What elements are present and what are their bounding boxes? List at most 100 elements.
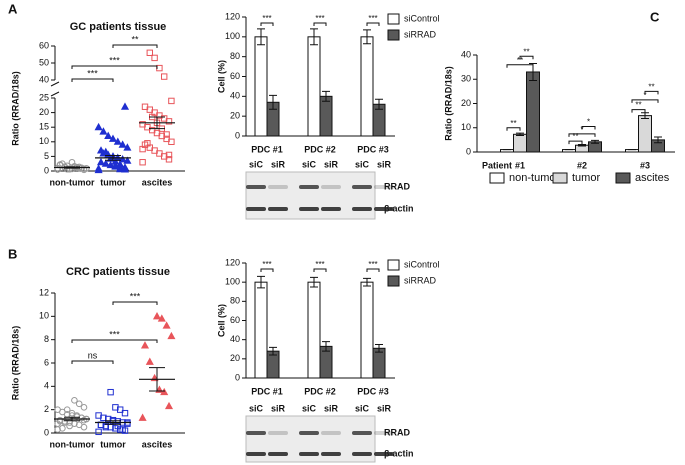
- blot-row-label: RRAD: [384, 181, 410, 191]
- legend-label: non-tumor: [509, 172, 559, 184]
- point: [107, 388, 114, 396]
- significance-bracket: [568, 140, 583, 145]
- error-bar: [310, 28, 318, 46]
- point: [164, 401, 174, 410]
- bar: [254, 281, 268, 379]
- legend-label: ascites: [635, 172, 670, 184]
- significance-bracket: [581, 126, 596, 130]
- blot-band: [321, 431, 341, 435]
- point: [156, 64, 163, 72]
- lane-label: siC: [249, 403, 264, 413]
- significance-bracket: [313, 268, 327, 272]
- lane-label: siR: [377, 403, 392, 413]
- bar: [319, 95, 333, 137]
- sem-bar: [149, 116, 165, 130]
- point: [95, 412, 102, 419]
- chart-title: CRC patients tissue: [66, 266, 170, 278]
- point: [75, 400, 83, 408]
- error-bar: [322, 90, 330, 102]
- y-tick-label: 100: [225, 277, 240, 287]
- blot-image: [245, 171, 376, 220]
- point: [54, 406, 61, 413]
- y-axis-label: Ratio (RRAD/18s): [10, 326, 20, 401]
- y-tick-label: 20: [230, 353, 240, 363]
- legend-swatch: [489, 172, 505, 184]
- y-tick-label: 120: [225, 257, 240, 267]
- point: [139, 121, 146, 128]
- significance-bracket: [71, 65, 158, 69]
- lane-label: siR: [271, 159, 286, 169]
- x-tick-label: PDC #1: [251, 144, 283, 154]
- legend-swatch: [552, 172, 568, 184]
- lane-label: siC: [355, 159, 370, 169]
- y-tick-label: 40: [461, 49, 471, 59]
- significance-bracket: [71, 339, 158, 343]
- point: [59, 425, 66, 432]
- point: [140, 341, 150, 349]
- blot-band: [246, 431, 266, 435]
- error-bar: [591, 139, 599, 144]
- bar: [360, 36, 374, 137]
- significance-label: **: [523, 47, 529, 56]
- blot-band: [246, 207, 266, 211]
- point: [66, 419, 73, 426]
- y-tick-label: 25: [39, 92, 49, 102]
- significance-label: ***: [109, 329, 120, 339]
- point: [119, 426, 126, 433]
- x-tick-label: PDC #3: [357, 144, 389, 154]
- significance-bracket: [71, 360, 114, 364]
- y-tick-label: 20: [230, 111, 240, 121]
- significance-label: ***: [130, 291, 141, 301]
- blot-band: [321, 207, 341, 211]
- bar: [360, 281, 374, 379]
- x-axis-label: Patient: [482, 160, 512, 170]
- lane-label: siR: [324, 159, 339, 169]
- blot-band: [374, 431, 394, 435]
- blot-band: [352, 207, 372, 211]
- significance-label: ***: [87, 68, 98, 78]
- significance-label: ***: [368, 14, 377, 23]
- point: [162, 321, 171, 329]
- axis-break: [50, 81, 60, 87]
- significance-bracket: [631, 109, 646, 113]
- lane-label: siC: [302, 159, 317, 169]
- lane-label: siC: [249, 159, 264, 169]
- y-tick-label: 40: [230, 91, 240, 101]
- blot-band: [268, 431, 288, 435]
- y-tick-label: 80: [230, 51, 240, 61]
- significance-bracket: [631, 99, 659, 103]
- error-bar: [363, 29, 371, 45]
- point: [146, 49, 154, 56]
- y-axis-label: Ratio (RRAD/18s): [443, 66, 453, 141]
- significance-bracket: [313, 22, 327, 26]
- error-bar: [375, 343, 383, 353]
- y-tick-label: 30: [461, 74, 471, 84]
- point: [163, 131, 170, 138]
- y-tick-label: 60: [230, 71, 240, 81]
- error-bar: [363, 277, 371, 287]
- error-bar: [257, 28, 265, 46]
- significance-bracket: [519, 55, 534, 60]
- point: [139, 145, 146, 153]
- x-tick-label: tumor: [100, 439, 126, 449]
- point: [141, 103, 149, 110]
- blot-band: [268, 207, 288, 211]
- significance-label: ***: [262, 260, 271, 269]
- point: [94, 164, 103, 172]
- y-axis-label: Ratio (RRAD/18s): [10, 71, 20, 146]
- significance-label: ***: [315, 14, 324, 23]
- sem-bar: [105, 420, 121, 425]
- point: [121, 409, 129, 417]
- bar: [254, 36, 268, 137]
- point: [112, 404, 119, 411]
- x-tick-label: PDC #3: [357, 386, 389, 396]
- error-bar: [310, 276, 318, 288]
- significance-label: ***: [368, 260, 377, 269]
- point: [144, 140, 151, 147]
- significance-label: *: [587, 118, 590, 127]
- y-tick-label: 40: [230, 334, 240, 344]
- blot-row-label: β-actin: [384, 203, 414, 213]
- sem-bar: [64, 416, 80, 422]
- lane-label: siR: [324, 403, 339, 413]
- point: [138, 413, 147, 421]
